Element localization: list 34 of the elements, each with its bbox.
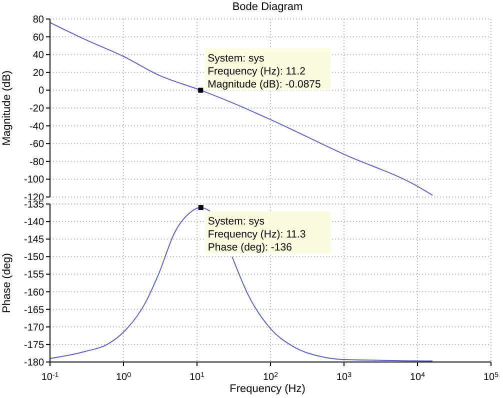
y-tick-label: -60 bbox=[30, 139, 44, 150]
y-tick-label: -160 bbox=[24, 287, 44, 298]
y-tick-label: -145 bbox=[24, 234, 44, 246]
annotation: System: sys Frequency (Hz): 11.2 Magnitude (dB): -0.0875 bbox=[208, 52, 322, 90]
y-tick-label: -80 bbox=[30, 156, 44, 168]
y-tick-label: -140 bbox=[24, 217, 44, 228]
y-tick-label: 80 bbox=[32, 14, 44, 26]
x-tick-label: 10$^{5}$ bbox=[483, 372, 499, 383]
annotation: System: sys Frequency (Hz): 11.3 Phase (deg): -136 bbox=[208, 216, 306, 254]
y-axis-title: Magnitude (dB) bbox=[0, 70, 13, 146]
data-tip: System: sys Frequency (Hz): 11.3 Phase (deg): -136 bbox=[198, 205, 331, 254]
x-tick-label: 10$^{3}$ bbox=[336, 372, 352, 383]
x-tick-label: 10$^{-1}$ bbox=[41, 372, 59, 383]
y-tick-label: -150 bbox=[24, 252, 44, 264]
y-axis-title: Phase (deg) bbox=[0, 253, 13, 313]
data-tip: System: sys Frequency (Hz): 11.2 Magnitude (dB): -0.0875 bbox=[198, 48, 331, 93]
y-tick-label: 60 bbox=[32, 32, 44, 44]
x-tick-label: 10$^{0}$ bbox=[116, 372, 132, 383]
x-tick-label: 10$^{1}$ bbox=[189, 372, 205, 383]
chart-title: Bode Diagram bbox=[231, 1, 304, 13]
y-tick-label: -20 bbox=[30, 104, 44, 114]
x-tick-label: 10$^{4}$ bbox=[410, 372, 426, 383]
y-tick-label: 20 bbox=[32, 68, 44, 79]
y-tick-label: -155 bbox=[24, 270, 44, 281]
y-tick-label: -175 bbox=[24, 340, 44, 351]
y-tick-label: -100 bbox=[24, 174, 44, 186]
x-tick-label: 10$^{2}$ bbox=[262, 372, 278, 383]
y-tick-label: -40 bbox=[30, 121, 44, 132]
y-tick-label: -180 bbox=[24, 358, 44, 368]
y-tick-label: -165 bbox=[24, 304, 44, 316]
y-tick-label: -170 bbox=[24, 322, 44, 334]
y-tick-label: 40 bbox=[32, 50, 44, 62]
x-axis-title: Frequency (Hz) bbox=[228, 383, 306, 395]
y-tick-label: 0 bbox=[38, 86, 44, 97]
